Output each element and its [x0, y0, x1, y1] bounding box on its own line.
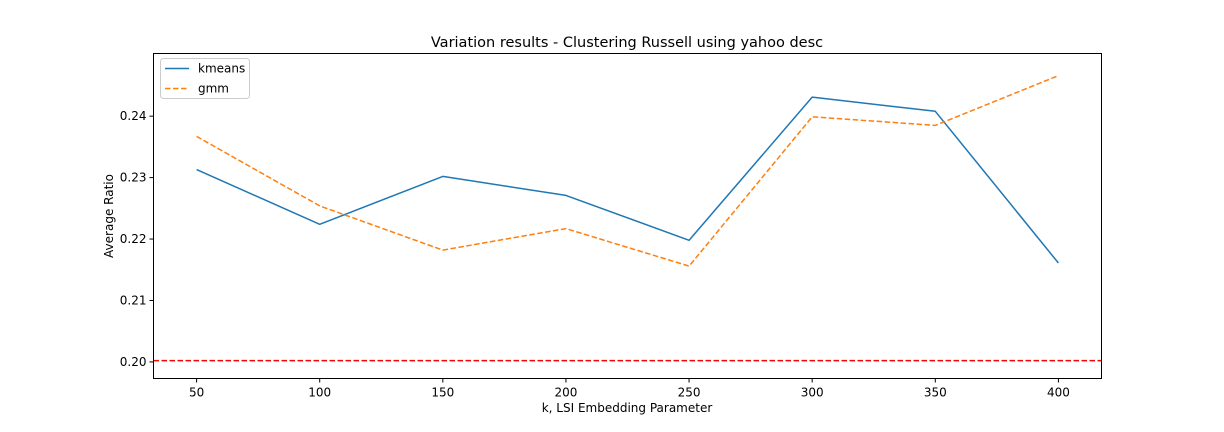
series-line-kmeans: [196, 96, 1059, 264]
x-axis: 50 100 150 200 250 300 350 400: [189, 378, 1070, 400]
y-tick-label: 0.23: [120, 171, 147, 185]
y-tick-label: 0.20: [120, 355, 147, 369]
y-axis: 0.20 0.21 0.22 0.23 0.24: [120, 109, 154, 369]
legend-label-gmm: gmm: [198, 82, 229, 96]
x-tick-label: 400: [1047, 386, 1070, 400]
x-tick-label: 250: [678, 386, 701, 400]
x-axis-label: k, LSI Embedding Parameter: [542, 401, 713, 415]
chart-title: Variation results - Clustering Russell u…: [431, 35, 823, 51]
y-tick-label: 0.21: [120, 293, 147, 307]
legend-label-kmeans: kmeans: [198, 62, 245, 76]
plot-frame: [153, 53, 1102, 379]
x-tick-label: 50: [189, 386, 204, 400]
legend: kmeans gmm: [160, 58, 250, 99]
y-tick-label: 0.22: [120, 232, 147, 246]
y-tick-label: 0.24: [120, 109, 147, 123]
x-tick-label: 200: [554, 386, 577, 400]
plot-marks: [153, 74, 1102, 362]
x-tick-label: 150: [431, 386, 454, 400]
x-tick-label: 350: [924, 386, 947, 400]
x-tick-label: 100: [308, 386, 331, 400]
series-line-gmm: [196, 74, 1059, 267]
y-axis-label: Average Ratio: [102, 174, 116, 258]
x-tick-label: 300: [801, 386, 824, 400]
